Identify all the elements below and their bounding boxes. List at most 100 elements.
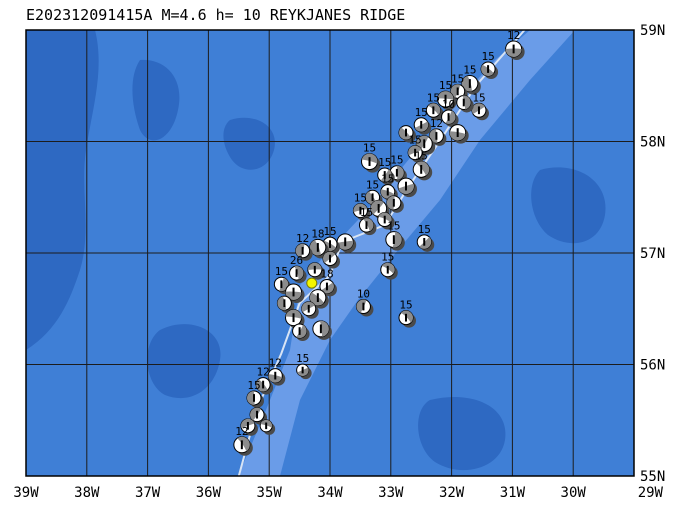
deep-basin xyxy=(223,117,275,170)
focal-mechanism xyxy=(449,124,469,144)
mechanism-compression-quadrant xyxy=(256,379,268,392)
mechanism-depth-label: 15 xyxy=(439,79,452,92)
mechanism-compression-quadrant xyxy=(319,320,329,337)
mechanism-depth-label: 15 xyxy=(481,50,494,63)
lon-tick-label: 34W xyxy=(317,485,343,501)
focal-mechanism: 15 xyxy=(413,106,432,135)
focal-mechanism: 15 xyxy=(296,352,312,380)
mechanism-depth-label: 15 xyxy=(275,265,288,278)
focal-mechanism: 15 xyxy=(385,220,405,251)
lat-tick-label: 58N xyxy=(640,135,665,151)
lat-tick-label: 59N xyxy=(640,23,665,39)
mechanism-compression-quadrant xyxy=(386,195,395,210)
focal-mechanism xyxy=(397,177,417,198)
focal-mechanism: 15 xyxy=(352,192,371,221)
lon-tick-label: 31W xyxy=(500,485,526,501)
lat-tick-label: 57N xyxy=(640,246,665,262)
mechanism-depth-label: 15 xyxy=(387,220,400,233)
focal-mechanism xyxy=(336,233,357,253)
mechanism-depth-label: 12 xyxy=(296,232,309,245)
focal-mechanism: 15 xyxy=(361,142,381,173)
mechanism-depth-label: 18 xyxy=(320,267,333,280)
mechanism-depth-label: 15 xyxy=(363,142,376,155)
mechanism-depth-label: 15 xyxy=(378,156,391,169)
focal-mechanism: 15 xyxy=(416,223,435,252)
mechanism-compression-quadrant xyxy=(246,390,255,405)
focal-mechanism: 15 xyxy=(480,50,499,80)
focal-mechanism: 15 xyxy=(380,251,398,280)
mechanism-compression-quadrant xyxy=(396,165,404,180)
lon-tick-label: 32W xyxy=(439,485,465,501)
mechanism-depth-label: 15 xyxy=(399,299,412,312)
deep-basin xyxy=(132,59,180,141)
mechanism-depth-label: 12 xyxy=(269,357,282,370)
focal-mechanism xyxy=(301,301,319,319)
focal-mechanism xyxy=(377,212,395,230)
focal-mechanism xyxy=(285,283,305,304)
longitude-tick-labels: 39W 38W 37W 36W 35W 34W 33W 32W 31W 30W … xyxy=(13,485,663,501)
focal-mechanism: 12 xyxy=(233,425,253,456)
mechanism-compression-quadrant xyxy=(365,191,377,205)
mechanism-depth-label: 12 xyxy=(235,425,248,438)
mechanism-depth-label: 15 xyxy=(418,223,431,236)
mechanism-depth-label: 12 xyxy=(256,366,269,379)
focal-mechanism: 12 xyxy=(428,117,447,146)
mechanism-depth-label: 15 xyxy=(472,91,485,104)
focal-mechanism: 10 xyxy=(441,98,459,127)
mechanism-depth-label: 15 xyxy=(381,173,394,186)
focal-mechanism: 15 xyxy=(437,79,457,111)
mechanism-depth-label: 15 xyxy=(427,91,440,104)
focal-mechanism: 15 xyxy=(407,134,426,163)
focal-mechanism: 18 xyxy=(319,267,337,297)
focal-mechanism: 26 xyxy=(289,254,307,284)
lon-tick-label: 29W xyxy=(638,485,664,501)
deep-basin xyxy=(147,324,221,399)
focal-mechanism xyxy=(309,289,329,309)
focal-mechanism: 12 xyxy=(505,29,525,60)
lat-tick-label: 55N xyxy=(640,469,665,485)
mechanism-depth-label: 18 xyxy=(311,227,324,240)
mechanism-depth-label: 12 xyxy=(507,29,520,42)
mechanism-depth-label: 15 xyxy=(296,352,309,365)
mechanism-compression-quadrant xyxy=(370,200,384,215)
focal-mechanism xyxy=(259,419,276,435)
lon-tick-label: 33W xyxy=(378,485,404,501)
lon-tick-label: 37W xyxy=(135,485,161,501)
mechanism-depth-label: 15 xyxy=(390,154,403,167)
mechanism-depth-label: 26 xyxy=(290,254,303,267)
map-frame: 1215151515151510151215151515151515151515… xyxy=(25,29,635,477)
focal-mechanism: 15 xyxy=(246,379,264,408)
mechanism-depth-label: 10 xyxy=(357,288,370,301)
focal-mechanisms: 1215151515151510151215151515151515151515… xyxy=(233,29,525,456)
lon-tick-label: 38W xyxy=(74,485,100,501)
focal-mechanism xyxy=(312,320,332,340)
mechanism-depth-label: 15 xyxy=(360,206,373,219)
lon-tick-label: 39W xyxy=(13,485,39,501)
mechanism-depth-label: 10 xyxy=(442,98,455,111)
focal-mechanism xyxy=(322,251,340,269)
focal-mechanism: 15 xyxy=(377,156,395,185)
focal-mechanism: 12 xyxy=(267,357,286,386)
focal-mechanism xyxy=(307,262,325,280)
focal-mechanism xyxy=(240,418,258,436)
deep-basin xyxy=(531,167,606,244)
mechanism-depth-label: 15 xyxy=(366,178,379,191)
focal-mechanism: 15 xyxy=(461,64,481,95)
map-border xyxy=(25,29,635,477)
focal-mechanism: 15 xyxy=(358,206,377,236)
mechanism-compression-quadrant xyxy=(416,161,430,176)
mechanism-depth-label: 15 xyxy=(451,72,464,85)
focal-mechanism: 15 xyxy=(322,225,340,255)
focal-mechanism: 18 xyxy=(309,227,329,259)
focal-mechanism xyxy=(456,94,474,113)
deep-basin xyxy=(418,396,506,471)
focal-mechanism xyxy=(386,195,404,213)
focal-mechanism: 15 xyxy=(412,149,433,181)
deep-basin xyxy=(26,30,99,350)
mechanism-compression-quadrant xyxy=(401,310,413,323)
mechanism-depth-label: 15 xyxy=(463,64,476,77)
focal-mechanism xyxy=(292,323,310,342)
focal-mechanism: 15 xyxy=(398,299,416,328)
map-title: E202312091415A M=4.6 h= 10 REYKJANES RID… xyxy=(26,6,405,24)
mechanism-depth-label: 15 xyxy=(408,134,421,147)
